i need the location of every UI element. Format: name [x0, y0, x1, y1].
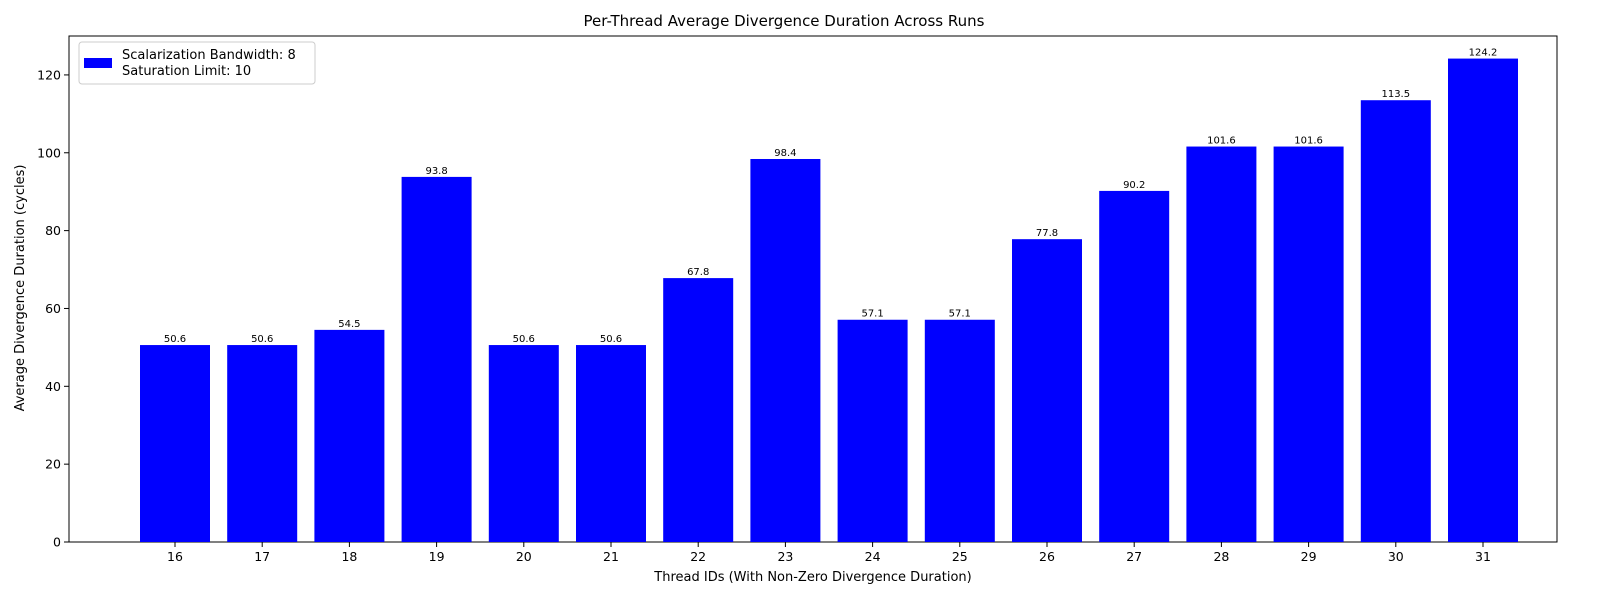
bar-31 — [1448, 58, 1518, 543]
y-tick-label: 100 — [37, 145, 61, 160]
data-label: 77.8 — [1036, 228, 1058, 239]
data-label: 101.6 — [1294, 136, 1323, 147]
data-label: 93.8 — [425, 166, 447, 177]
bar-30 — [1360, 100, 1431, 542]
data-label: 57.1 — [949, 309, 971, 320]
x-tick-label: 24 — [865, 549, 881, 564]
y-axis: 0 20 40 60 80 100 120 — [37, 67, 69, 550]
bar-26 — [1012, 239, 1082, 542]
data-label: 50.6 — [164, 334, 186, 345]
bar-20 — [488, 345, 559, 542]
bar-22 — [663, 278, 734, 542]
x-tick-label: 20 — [516, 549, 532, 564]
x-tick-label: 29 — [1301, 549, 1317, 564]
bar-21 — [576, 345, 646, 542]
data-label: 67.8 — [687, 267, 709, 278]
data-label: 54.5 — [338, 319, 360, 330]
x-tick-label: 18 — [341, 549, 357, 564]
data-label: 50.6 — [600, 334, 622, 345]
data-label: 124.2 — [1469, 48, 1498, 59]
data-label: 113.5 — [1381, 89, 1410, 100]
legend: Scalarization Bandwidth: 8 Saturation Li… — [78, 41, 316, 85]
x-tick-label: 27 — [1126, 549, 1142, 564]
y-tick-label: 40 — [45, 379, 61, 394]
x-tick-label: 30 — [1388, 549, 1404, 564]
legend-line-2: Saturation Limit: 10 — [122, 64, 251, 79]
data-labels: 50.6 50.6 54.5 93.8 50.6 50.6 67.8 98.4 57.1 57.1… — [164, 48, 1497, 345]
y-tick-label: 20 — [45, 457, 61, 472]
x-tick-label: 31 — [1475, 549, 1491, 564]
bar-27 — [1099, 190, 1170, 542]
x-tick-label: 22 — [690, 549, 706, 564]
data-label: 50.6 — [251, 334, 273, 345]
y-tick-label: 80 — [45, 223, 61, 238]
y-tick-label: 120 — [37, 67, 61, 82]
bar-19 — [401, 176, 472, 542]
x-tick-label: 19 — [429, 549, 445, 564]
y-tick-label: 60 — [45, 301, 61, 316]
bars — [140, 58, 1518, 543]
chart-title: Per-Thread Average Divergence Duration A… — [584, 12, 985, 30]
bar-29 — [1273, 146, 1344, 542]
x-tick-label: 28 — [1213, 549, 1229, 564]
legend-frame — [78, 41, 316, 85]
bar-25 — [924, 319, 995, 542]
bar-16 — [140, 345, 210, 542]
x-axis: 16 17 18 19 20 21 22 23 24 25 26 27 28 29 30 31 — [167, 542, 1491, 564]
data-label: 50.6 — [513, 334, 535, 345]
bar-24 — [837, 319, 908, 542]
x-axis-label: Thread IDs (With Non-Zero Divergence Dur… — [653, 570, 971, 585]
x-tick-label: 23 — [777, 549, 793, 564]
legend-line-1: Scalarization Bandwidth: 8 — [122, 48, 296, 63]
bar-18 — [314, 329, 385, 542]
bar-23 — [750, 158, 821, 542]
legend-swatch — [84, 58, 112, 68]
x-tick-label: 21 — [603, 549, 619, 564]
bar-17 — [227, 345, 298, 542]
data-label: 101.6 — [1207, 136, 1236, 147]
data-label: 90.2 — [1123, 180, 1145, 191]
bar-28 — [1186, 146, 1257, 542]
y-tick-label: 0 — [53, 535, 61, 550]
x-tick-label: 17 — [254, 549, 270, 564]
x-tick-label: 25 — [952, 549, 968, 564]
data-label: 98.4 — [774, 148, 796, 159]
y-axis-label: Average Divergence Duration (cycles) — [13, 165, 28, 412]
x-tick-label: 26 — [1039, 549, 1055, 564]
x-tick-label: 16 — [167, 549, 183, 564]
data-label: 57.1 — [861, 309, 883, 320]
